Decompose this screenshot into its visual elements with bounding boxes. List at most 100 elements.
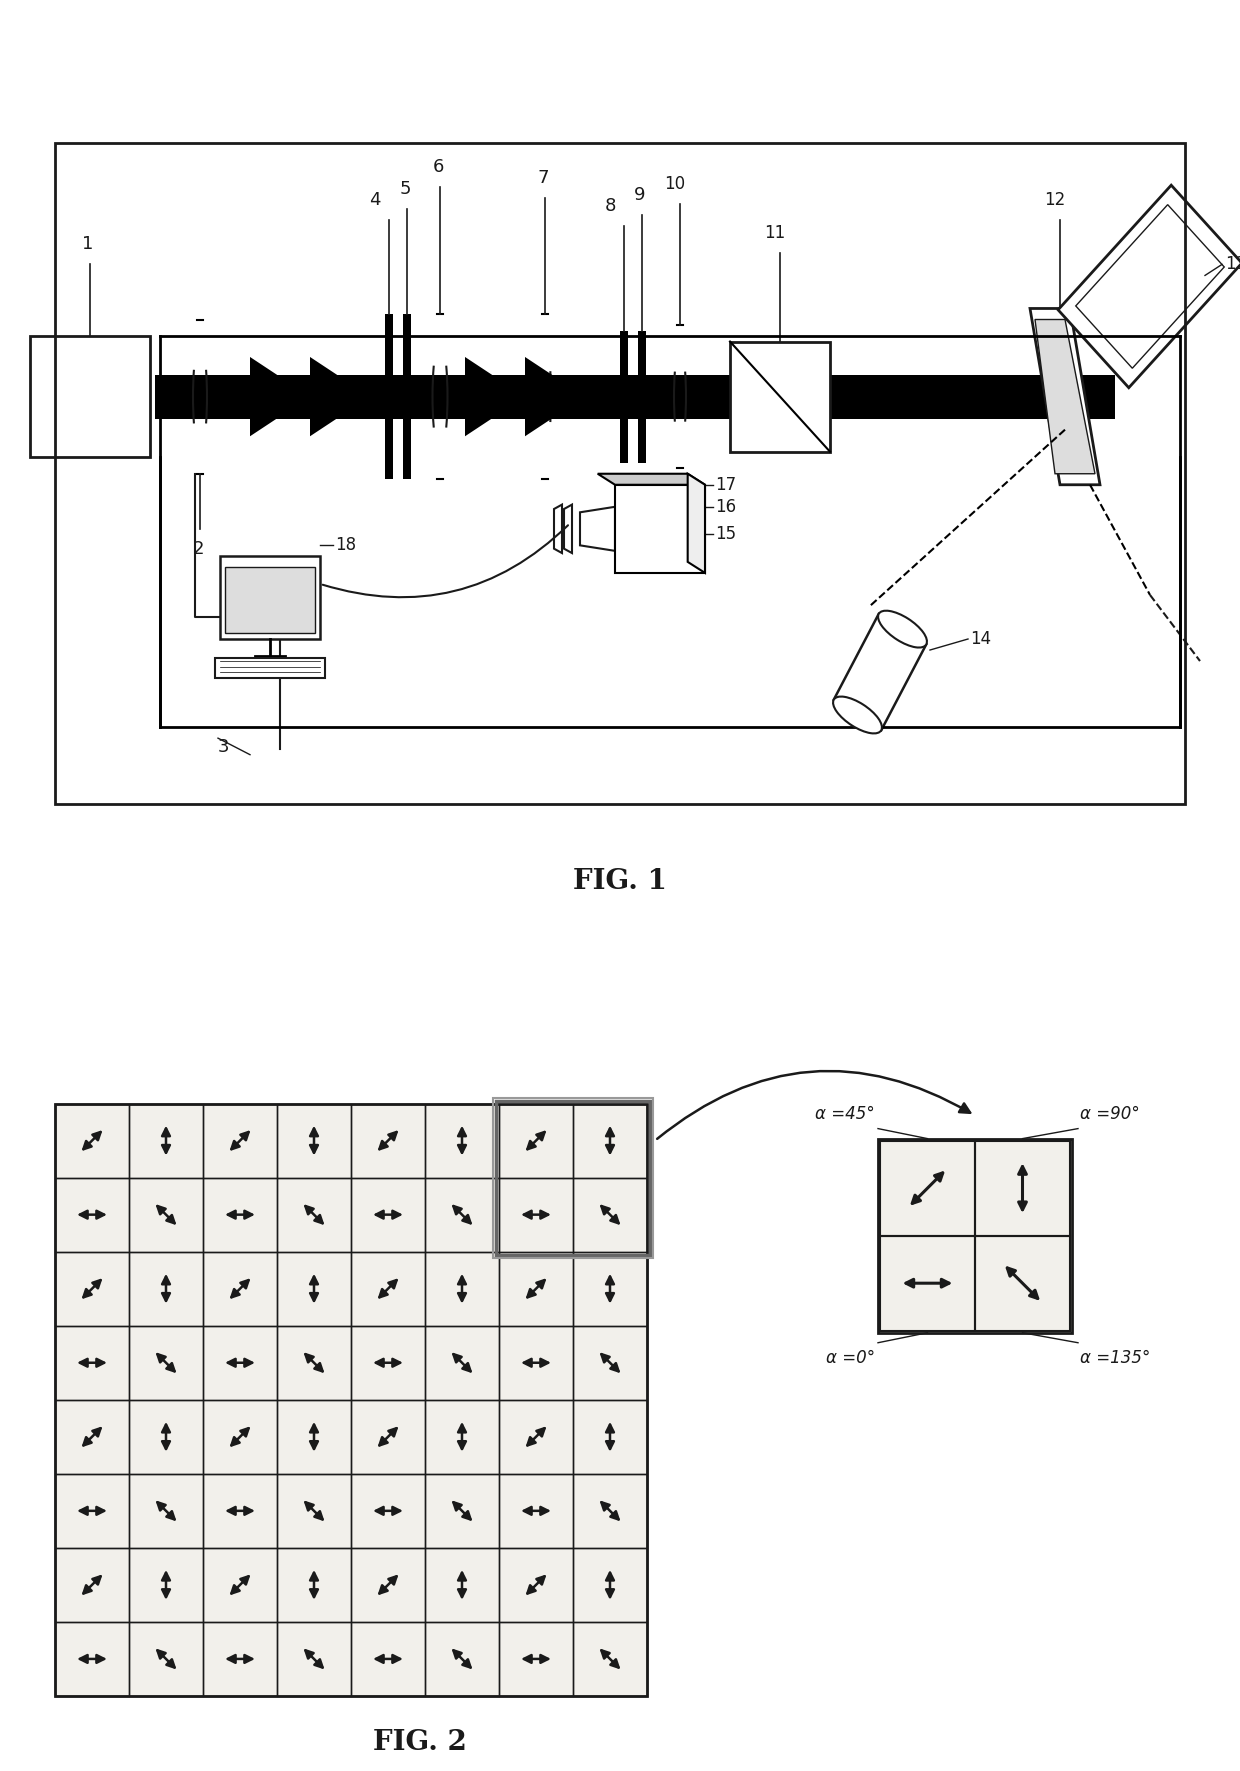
Polygon shape bbox=[250, 358, 310, 436]
Bar bbox=[203, 1622, 277, 1697]
Bar bbox=[498, 1548, 573, 1622]
Bar bbox=[155, 375, 1115, 418]
Text: 13: 13 bbox=[1225, 255, 1240, 273]
Bar bbox=[129, 1399, 203, 1473]
Bar bbox=[425, 1622, 498, 1697]
Bar bbox=[880, 1236, 975, 1330]
Bar bbox=[425, 1178, 498, 1252]
Bar bbox=[975, 1236, 1070, 1330]
Polygon shape bbox=[833, 615, 926, 730]
Bar bbox=[277, 1326, 351, 1399]
Bar bbox=[573, 1178, 647, 1252]
Text: 18: 18 bbox=[335, 537, 356, 554]
Text: α =135°: α =135° bbox=[1080, 1350, 1151, 1367]
Polygon shape bbox=[465, 358, 525, 436]
Text: 16: 16 bbox=[715, 498, 737, 515]
Text: 11: 11 bbox=[764, 225, 786, 243]
Text: α =0°: α =0° bbox=[826, 1350, 875, 1367]
Bar bbox=[129, 1622, 203, 1697]
Bar bbox=[573, 1473, 647, 1548]
Bar bbox=[203, 1326, 277, 1399]
Bar bbox=[425, 1399, 498, 1473]
Bar bbox=[498, 1473, 573, 1548]
Text: α =90°: α =90° bbox=[1080, 1105, 1140, 1123]
Bar bbox=[878, 1139, 1073, 1334]
Ellipse shape bbox=[878, 611, 928, 648]
Bar bbox=[203, 1252, 277, 1326]
Bar bbox=[498, 1326, 573, 1399]
Polygon shape bbox=[525, 358, 585, 436]
Bar bbox=[351, 1103, 425, 1178]
Bar bbox=[573, 1622, 647, 1697]
Bar bbox=[277, 1548, 351, 1622]
Bar bbox=[498, 1252, 573, 1326]
Text: 15: 15 bbox=[715, 526, 737, 544]
Text: 9: 9 bbox=[634, 186, 646, 204]
Bar bbox=[425, 1103, 498, 1178]
Bar bbox=[494, 1098, 653, 1257]
Bar bbox=[351, 1622, 425, 1697]
Bar bbox=[384, 313, 393, 480]
Polygon shape bbox=[598, 475, 706, 485]
Bar bbox=[55, 1103, 647, 1697]
Bar bbox=[425, 1548, 498, 1622]
FancyArrowPatch shape bbox=[657, 1071, 970, 1139]
Bar bbox=[351, 1399, 425, 1473]
Text: FIG. 2: FIG. 2 bbox=[373, 1730, 467, 1757]
Bar bbox=[55, 1326, 129, 1399]
Polygon shape bbox=[688, 475, 706, 572]
Bar bbox=[425, 1473, 498, 1548]
Polygon shape bbox=[1058, 186, 1240, 388]
Bar bbox=[203, 1399, 277, 1473]
Bar bbox=[351, 1178, 425, 1252]
Bar bbox=[129, 1326, 203, 1399]
Bar bbox=[277, 1252, 351, 1326]
Bar bbox=[55, 1252, 129, 1326]
Text: α =45°: α =45° bbox=[815, 1105, 875, 1123]
Bar bbox=[215, 657, 325, 678]
Text: 17: 17 bbox=[715, 476, 737, 494]
Text: 4: 4 bbox=[370, 191, 381, 209]
Text: 1: 1 bbox=[82, 236, 94, 253]
Bar bbox=[129, 1473, 203, 1548]
Bar bbox=[730, 342, 830, 452]
Bar bbox=[573, 1326, 647, 1399]
Bar bbox=[55, 1548, 129, 1622]
Bar bbox=[203, 1178, 277, 1252]
Bar bbox=[620, 331, 627, 462]
Text: 10: 10 bbox=[665, 175, 686, 193]
Bar bbox=[129, 1103, 203, 1178]
Bar bbox=[573, 1103, 647, 1178]
Text: 6: 6 bbox=[433, 158, 444, 177]
Polygon shape bbox=[580, 507, 615, 551]
Bar bbox=[975, 1141, 1070, 1236]
Bar bbox=[129, 1548, 203, 1622]
Text: 8: 8 bbox=[604, 197, 616, 214]
Text: FIG. 1: FIG. 1 bbox=[573, 868, 667, 894]
FancyArrowPatch shape bbox=[322, 526, 568, 597]
Bar bbox=[55, 1178, 129, 1252]
Bar bbox=[496, 1100, 650, 1254]
Bar bbox=[573, 1548, 647, 1622]
Bar bbox=[203, 1473, 277, 1548]
Bar bbox=[351, 1326, 425, 1399]
Bar bbox=[30, 336, 150, 457]
Text: 7: 7 bbox=[537, 170, 549, 188]
Bar bbox=[880, 1141, 975, 1236]
Bar bbox=[425, 1252, 498, 1326]
Bar bbox=[203, 1103, 277, 1178]
Bar bbox=[224, 567, 315, 634]
Bar bbox=[219, 556, 320, 639]
Polygon shape bbox=[1076, 205, 1224, 368]
Bar bbox=[55, 1399, 129, 1473]
Bar bbox=[573, 1252, 647, 1326]
Bar bbox=[55, 143, 1185, 804]
Bar bbox=[498, 1103, 573, 1178]
Text: 14: 14 bbox=[970, 630, 991, 648]
Polygon shape bbox=[1035, 319, 1095, 475]
Bar bbox=[277, 1473, 351, 1548]
Polygon shape bbox=[615, 485, 706, 572]
Bar bbox=[498, 1622, 573, 1697]
Bar bbox=[573, 1399, 647, 1473]
Bar bbox=[425, 1326, 498, 1399]
